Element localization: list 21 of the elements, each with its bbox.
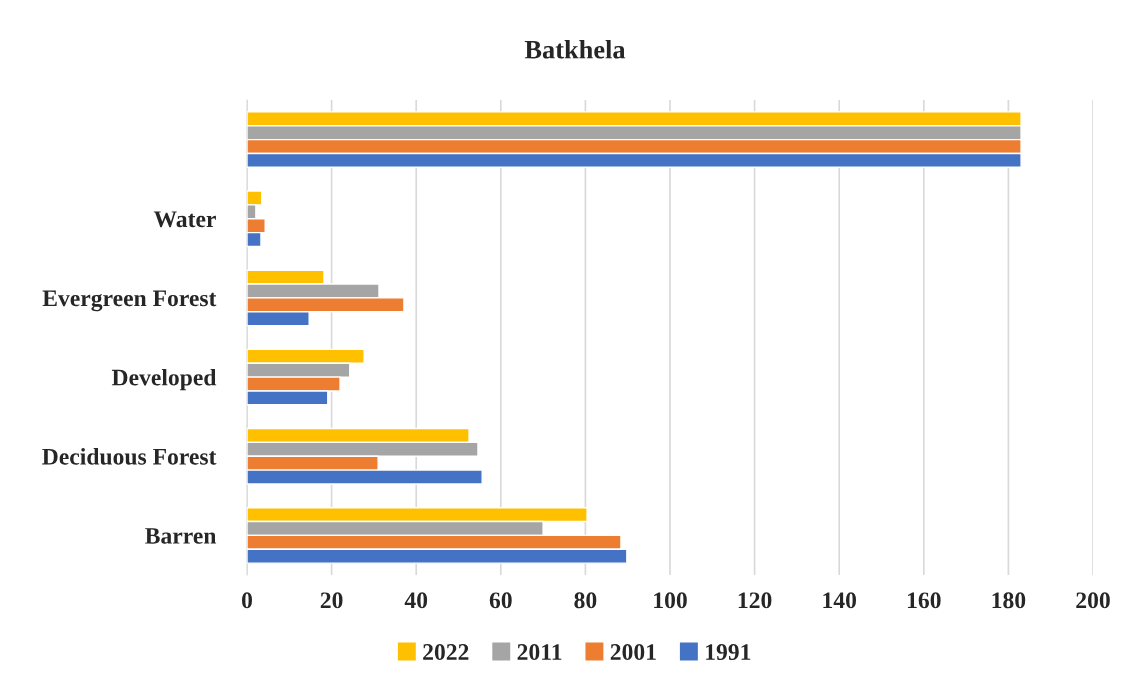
- x-tick-label: 100: [654, 592, 687, 609]
- chart-title: Batkhela: [524, 40, 626, 59]
- x-tick-label: 0: [242, 592, 252, 609]
- x-tick-label: 120: [738, 592, 772, 609]
- x-tick-label: 20: [320, 592, 343, 609]
- y-tick-label: Barren: [145, 528, 217, 544]
- legend-label: 1991: [706, 644, 751, 660]
- y-tick-label: Water: [153, 211, 216, 228]
- legend-label: 2001: [610, 644, 656, 660]
- y-tick-label: Deciduous Forest: [42, 448, 217, 465]
- x-tick-label: 80: [574, 592, 597, 609]
- y-tick-label: Developed: [111, 368, 217, 391]
- y-tick-label: Evergreen Forest: [42, 290, 217, 312]
- x-tick-label: 140: [823, 592, 857, 609]
- x-tick-label: 180: [992, 592, 1026, 609]
- x-tick-label: 40: [404, 592, 428, 609]
- x-tick-label: 160: [907, 592, 941, 609]
- legend-label: 2022: [423, 644, 469, 660]
- legend-label: 2011: [517, 644, 562, 660]
- x-tick-label: 60: [489, 592, 512, 609]
- x-tick-label: 200: [1076, 592, 1110, 609]
